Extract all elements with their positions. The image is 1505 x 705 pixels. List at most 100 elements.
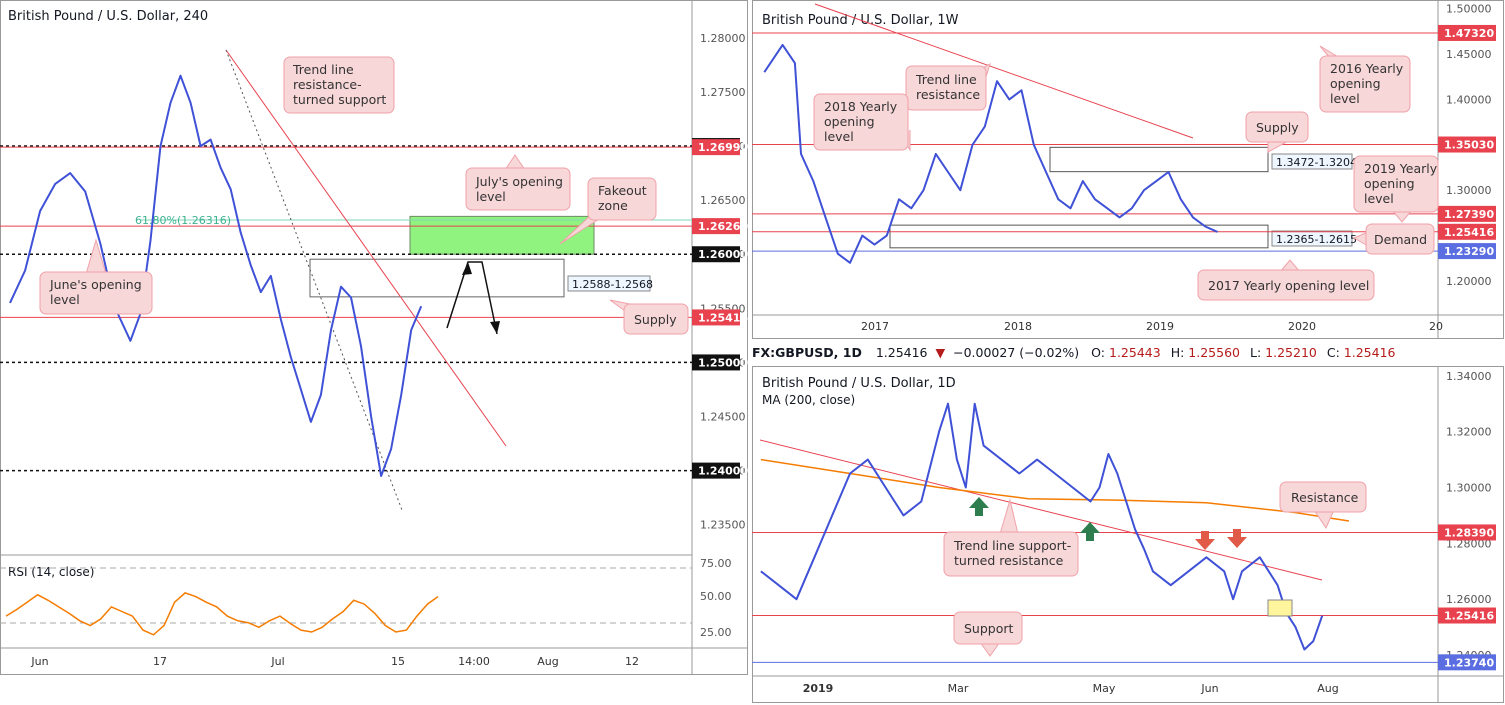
h4-callout-supply: Supply xyxy=(609,299,689,335)
h4-supply-zone-tag-text: 1.2588-1.2568 xyxy=(572,278,653,291)
daily-price-line xyxy=(760,402,1324,651)
weekly-callout-2017-box xyxy=(1197,269,1375,301)
h4-callout-june-line2: level xyxy=(50,292,80,307)
d-y-tick-label: 1.34000 xyxy=(1446,370,1492,383)
weekly-panel: British Pound / U.S. Dollar, 1W 1.500001… xyxy=(752,0,1504,339)
w-y-tick-label: 1.40000 xyxy=(1446,93,1492,106)
h4-level-tag xyxy=(692,309,740,326)
weekly-callout-2019-line1: 2019 Yearly xyxy=(1364,161,1438,176)
weekly-callout-demand-pointer xyxy=(1352,231,1369,247)
h4-x-tick-label: 17 xyxy=(153,655,167,668)
h4-callout-july-line1: July's opening xyxy=(475,174,563,189)
d-level-tag-text: 1.25416 xyxy=(1444,610,1494,623)
ticker-header-text: FX:GBPUSD, 1D 1.25416 ▼ −0.00027 (−0.02%… xyxy=(752,345,1396,360)
daily-callout-support-box xyxy=(953,611,1023,645)
h4-level-tag-text: 1.26990 xyxy=(698,141,748,154)
h4-callout-trendline-line3: turned support xyxy=(293,92,386,107)
d-x-tick-label: Jun xyxy=(1200,682,1218,695)
weekly-callout-2016-pointer xyxy=(1319,45,1341,59)
h4-price-line xyxy=(9,74,423,477)
h4-level-tag-text: 1.26260 xyxy=(698,220,748,233)
weekly-supply-tag: 1.3472-1.3204 xyxy=(1271,153,1357,170)
h4-chart-title: British Pound / U.S. Dollar, 240 xyxy=(8,9,208,24)
h4-y-tick-label: 1.28000 xyxy=(700,32,746,45)
w-level-tag xyxy=(1438,243,1496,260)
h4-callout-june-box xyxy=(39,271,153,315)
h4-x-tick-label: 14:00 xyxy=(458,655,490,668)
weekly-x-axis: 2017 2018 2019 2020 20 xyxy=(861,320,1443,333)
w-level-tag-text: 1.47320 xyxy=(1444,27,1494,40)
h4-projection-path xyxy=(446,261,498,335)
h4-y-tick-label: 1.27500 xyxy=(700,86,746,99)
h4-level-tag xyxy=(692,354,740,371)
daily-callout-trend-line2: turned resistance xyxy=(954,553,1064,568)
weekly-supply-zone xyxy=(1049,146,1269,173)
weekly-callout-2018-line2: opening xyxy=(824,114,875,129)
ticker-open-label: O: xyxy=(1091,345,1105,360)
weekly-callout-2016-line1: 2016 Yearly xyxy=(1330,61,1404,76)
h4-supply-zone-tag: 1.2588-1.2568 xyxy=(567,275,653,292)
w-y-tick-label: 1.50000 xyxy=(1446,3,1492,16)
weekly-callout-2019-line2: opening xyxy=(1364,176,1415,191)
weekly-demand-tag-text: 1.2365-1.2615 xyxy=(1276,233,1357,246)
weekly-demand-tag-box xyxy=(1271,230,1353,247)
h4-callout-trendline-line2: resistance- xyxy=(293,77,362,92)
daily-levels: 1.28390 1.25416 1.23740 xyxy=(752,524,1496,671)
weekly-y-axis: 1.500001.450001.400001.350001.300001.250… xyxy=(1446,3,1492,288)
h4-y-tick-label: 1.24500 xyxy=(700,411,746,424)
h4-rsi-label: RSI (14, close) xyxy=(8,565,94,579)
weekly-demand-zone xyxy=(889,224,1269,249)
weekly-callout-2016: 2016 Yearly opening level xyxy=(1319,45,1411,113)
h4-dotted-trendline xyxy=(225,49,403,511)
w-x-tick-label: 20 xyxy=(1429,320,1443,333)
weekly-callout-2018-line3: level xyxy=(824,129,854,144)
h4-callout-trendline-line1: Trend line xyxy=(292,62,354,77)
ticker-header: FX:GBPUSD, 1D 1.25416 ▼ −0.00027 (−0.02%… xyxy=(752,345,1396,360)
daily-callout-trend-pointer xyxy=(999,498,1019,535)
weekly-callout-2016-box xyxy=(1319,55,1411,113)
h4-callout-fakeout: Fakeout zone xyxy=(559,177,657,245)
ticker-down-icon: ▼ xyxy=(936,345,946,360)
ticker-price: 1.25416 xyxy=(876,345,928,360)
h4-callout-july-box xyxy=(465,167,571,211)
w-level-tag-text: 1.25416 xyxy=(1444,226,1494,239)
daily-ma-line xyxy=(760,458,1350,522)
weekly-callout-trend: Trend line resistance xyxy=(905,62,991,111)
h4-level-tag xyxy=(692,462,740,479)
w-level-tag-text: 1.35030 xyxy=(1444,139,1494,152)
h4-fakeout-zone xyxy=(409,215,595,255)
weekly-price-line xyxy=(763,43,1218,264)
h4-panel-border xyxy=(0,0,748,675)
ticker-low-label: L: xyxy=(1250,345,1261,360)
h4-level-tag xyxy=(692,218,740,235)
weekly-callout-supply-box xyxy=(1245,111,1309,143)
h4-y-axis: 1.280001.275001.270001.265001.260001.255… xyxy=(700,32,746,532)
daily-panel-border xyxy=(752,366,1504,703)
daily-callout-trend-line1: Trend line support- xyxy=(953,538,1071,553)
daily-callout-resistance-pointer xyxy=(1313,509,1335,530)
weekly-callout-trend-box xyxy=(905,65,987,111)
h4-rsi-tick-75: 75.00 xyxy=(700,557,732,570)
daily-down-arrow-icon xyxy=(1195,531,1215,550)
h4-rsi-tick-25: 25.00 xyxy=(700,626,732,639)
weekly-callout-2018: 2018 Yearly opening level xyxy=(813,93,911,152)
h4-callout-july-line2: level xyxy=(476,189,506,204)
d-y-tick-label: 1.28000 xyxy=(1446,537,1492,550)
h4-callout-trendline-box xyxy=(283,56,395,114)
weekly-callout-2019-pointer xyxy=(1391,209,1413,223)
w-x-tick-label: 2018 xyxy=(1004,320,1032,333)
weekly-callout-trend-line2: resistance xyxy=(916,87,980,102)
daily-x-axis: 2019 Mar May Jun Aug xyxy=(803,682,1339,695)
d-level-tag-text: 1.23740 xyxy=(1444,656,1494,669)
ticker-high-label: H: xyxy=(1171,345,1185,360)
h4-panel: British Pound / U.S. Dollar, 240 1.28000… xyxy=(0,0,748,675)
weekly-callout-demand-box xyxy=(1365,223,1435,255)
h4-trendline xyxy=(225,49,507,447)
h4-fib-label: 61.80%(1.26316) xyxy=(135,214,231,227)
h4-rsi-line xyxy=(5,592,439,636)
h4-callout-trendline: Trend line resistance- turned support xyxy=(283,56,395,114)
w-x-tick-label: 2020 xyxy=(1288,320,1316,333)
daily-callout-support: Support xyxy=(953,611,1023,657)
weekly-callout-2016-line3: level xyxy=(1330,91,1360,106)
